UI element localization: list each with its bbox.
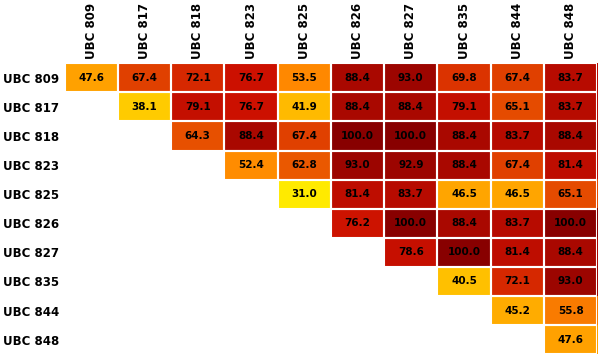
Text: 76.2: 76.2 (344, 218, 370, 228)
Text: 31.0: 31.0 (292, 189, 317, 199)
Text: 46.5: 46.5 (451, 189, 477, 199)
Text: 45.2: 45.2 (505, 306, 530, 316)
Text: 83.7: 83.7 (398, 189, 424, 199)
Text: 100.0: 100.0 (448, 247, 481, 257)
Text: 88.4: 88.4 (451, 131, 477, 141)
Text: 72.1: 72.1 (185, 73, 211, 83)
Text: 88.4: 88.4 (344, 102, 370, 112)
Text: 41.9: 41.9 (292, 102, 317, 112)
Text: 83.7: 83.7 (557, 102, 584, 112)
Text: 55.8: 55.8 (558, 306, 583, 316)
Text: 83.7: 83.7 (505, 131, 530, 141)
Text: 53.5: 53.5 (292, 73, 317, 83)
Text: 88.4: 88.4 (451, 218, 477, 228)
Text: 64.3: 64.3 (185, 131, 211, 141)
Text: 88.4: 88.4 (557, 247, 584, 257)
Text: 67.4: 67.4 (131, 73, 157, 83)
Text: 100.0: 100.0 (341, 131, 374, 141)
Text: 72.1: 72.1 (505, 276, 530, 286)
Text: 88.4: 88.4 (451, 160, 477, 170)
Text: 79.1: 79.1 (451, 102, 477, 112)
Text: 38.1: 38.1 (131, 102, 157, 112)
Text: 62.8: 62.8 (292, 160, 317, 170)
Text: 47.6: 47.6 (557, 335, 584, 345)
Text: 52.4: 52.4 (238, 160, 264, 170)
Text: 92.9: 92.9 (398, 160, 424, 170)
Text: 76.7: 76.7 (238, 73, 264, 83)
Text: 67.4: 67.4 (505, 160, 530, 170)
Text: 76.7: 76.7 (238, 102, 264, 112)
Text: 47.6: 47.6 (78, 73, 104, 83)
Text: 81.4: 81.4 (344, 189, 370, 199)
Text: 81.4: 81.4 (505, 247, 530, 257)
Text: 93.0: 93.0 (398, 73, 424, 83)
Text: 100.0: 100.0 (554, 218, 587, 228)
Text: 46.5: 46.5 (505, 189, 530, 199)
Text: 67.4: 67.4 (505, 73, 530, 83)
Text: 78.6: 78.6 (398, 247, 424, 257)
Text: 40.5: 40.5 (451, 276, 477, 286)
Text: 81.4: 81.4 (557, 160, 584, 170)
Text: 100.0: 100.0 (394, 218, 427, 228)
Text: 79.1: 79.1 (185, 102, 211, 112)
Text: 88.4: 88.4 (557, 131, 584, 141)
Text: 88.4: 88.4 (344, 73, 370, 83)
Text: 65.1: 65.1 (558, 189, 583, 199)
Text: 88.4: 88.4 (398, 102, 424, 112)
Text: 67.4: 67.4 (291, 131, 317, 141)
Text: 69.8: 69.8 (451, 73, 477, 83)
Text: 65.1: 65.1 (505, 102, 530, 112)
Text: 88.4: 88.4 (238, 131, 264, 141)
Text: 93.0: 93.0 (558, 276, 583, 286)
Text: 83.7: 83.7 (557, 73, 584, 83)
Text: 100.0: 100.0 (394, 131, 427, 141)
Text: 93.0: 93.0 (345, 160, 370, 170)
Text: 83.7: 83.7 (505, 218, 530, 228)
